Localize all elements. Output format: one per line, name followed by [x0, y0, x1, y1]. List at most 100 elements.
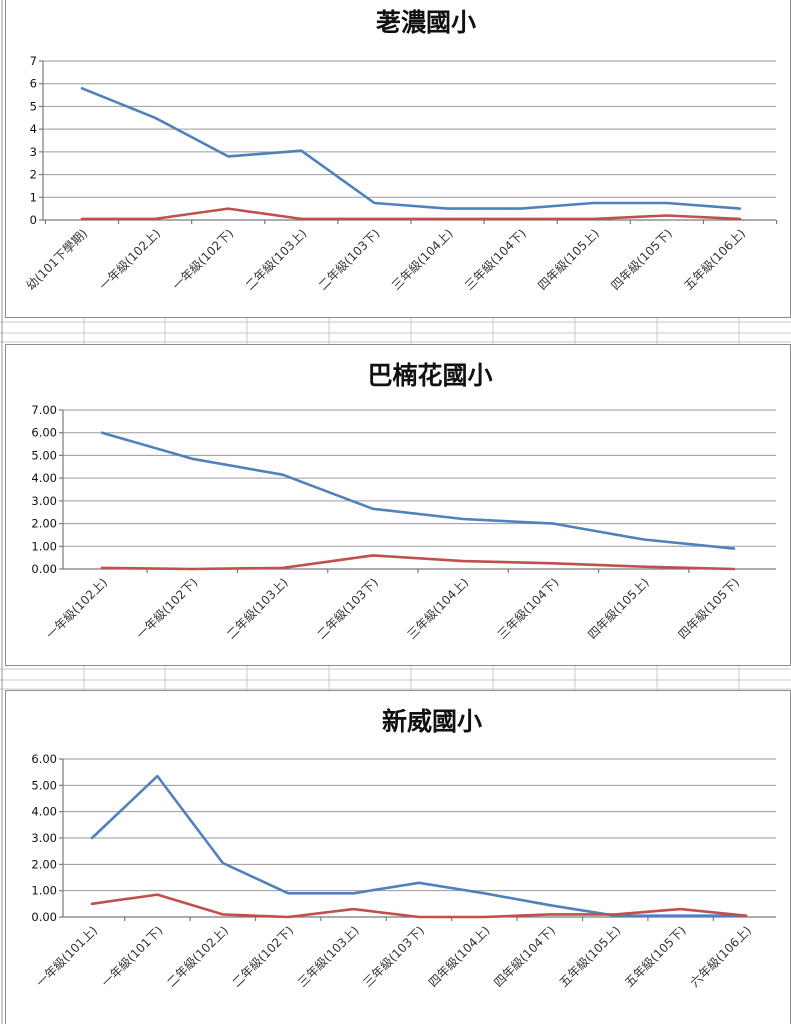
data-point [287, 916, 290, 919]
data-point [739, 207, 742, 210]
data-point [91, 837, 94, 840]
series-line-1 [90, 774, 748, 917]
data-point [227, 155, 230, 158]
data-point [352, 908, 355, 911]
data-point [733, 547, 736, 550]
y-tick-label: 1.00 [31, 539, 57, 553]
y-tick-label: 1 [30, 190, 37, 204]
data-point [156, 893, 159, 896]
data-point [300, 149, 303, 152]
data-point [739, 218, 742, 221]
x-tick-label: 二年級(103上) [243, 226, 310, 293]
x-tick-label: 四年級(105上) [535, 226, 602, 293]
series-line-2 [80, 207, 742, 221]
y-tick-label: 3.00 [31, 494, 57, 508]
data-point [666, 214, 669, 217]
data-point [549, 913, 552, 916]
x-tick-label: 一年級(102上) [43, 575, 110, 642]
data-point [614, 913, 617, 916]
data-point [483, 916, 486, 919]
data-point [462, 560, 465, 563]
data-point [733, 568, 736, 571]
data-point [679, 908, 682, 911]
y-tick-label: 4.00 [31, 805, 57, 819]
y-tick-label: 7.00 [31, 403, 57, 417]
chart-title: 巴楠花國小 [367, 361, 492, 390]
data-point [101, 431, 104, 434]
data-point [281, 567, 284, 570]
data-point [281, 473, 284, 476]
chart-panel-xinwei: 新威國小 0.00 1.00 2.00 3.00 4.00 5.00 6.00 一年級(101上… [5, 690, 791, 1024]
y-tick-label: 2.00 [31, 517, 57, 531]
x-tick-label: 二年級(103上) [224, 575, 291, 642]
data-point [287, 892, 290, 895]
y-tick-label: 4.00 [31, 471, 57, 485]
x-tick-label: 二年級(102上) [164, 923, 231, 990]
chart-bananhua: 巴楠花國小 0.00 1.00 2.00 3.00 4.00 5.00 6.00 7.00 一年級… [31, 361, 776, 642]
x-tick-label: 五年級(105下) [622, 923, 689, 990]
data-point [156, 775, 159, 778]
data-point [462, 518, 465, 521]
x-tick-label: 四年級(105下) [608, 226, 675, 293]
data-point [666, 202, 669, 205]
data-point [372, 554, 375, 557]
y-tick-label: 3.00 [31, 831, 57, 845]
x-tick-label: 四年級(105上) [585, 575, 652, 642]
data-point [154, 218, 157, 221]
data-point [745, 914, 748, 917]
x-tick-label: 五年級(105上) [557, 923, 624, 990]
x-tick-label: 一年級(101上) [33, 923, 100, 990]
x-tick-label: 二年級(102下) [230, 923, 297, 990]
data-point [227, 207, 230, 210]
data-point [446, 207, 449, 210]
data-point [373, 202, 376, 205]
chart-panel-laonong: 荖濃國小 0 1 2 3 4 5 6 7 幼(101下學期) 一年級(102上) 一年級(102下) 二… [5, 0, 791, 318]
x-tick-label: 一年級(101下) [99, 923, 166, 990]
data-point [191, 458, 194, 461]
data-point [642, 565, 645, 568]
x-tick-label: 三年級(103上) [295, 923, 362, 990]
x-tick-label: 二年級(103下) [316, 226, 383, 293]
y-tick-label: 4 [30, 122, 37, 136]
y-tick-label: 5 [30, 99, 37, 113]
x-tick-label: 一年級(102下) [170, 226, 237, 293]
data-point [101, 567, 104, 570]
data-point [373, 218, 376, 221]
data-point [154, 116, 157, 119]
y-tick-label: 6.00 [31, 752, 57, 766]
data-point [91, 903, 94, 906]
chart-title: 新威國小 [382, 707, 482, 736]
data-point [222, 862, 225, 865]
x-tick-label: 六年級(106上) [687, 923, 754, 990]
x-tick-label: 一年級(102下) [134, 575, 201, 642]
data-point [372, 508, 375, 511]
x-tick-label: 二年級(103下) [314, 575, 381, 642]
data-point [191, 568, 194, 571]
x-tick-label: 四年級(105下) [675, 575, 742, 642]
data-point [222, 913, 225, 916]
chart-title: 荖濃國小 [375, 8, 476, 37]
y-tick-label: 0.00 [31, 562, 57, 576]
y-tick-label: 5.00 [31, 448, 57, 462]
chart-xinwei: 新威國小 0.00 1.00 2.00 3.00 4.00 5.00 6.00 一年級(101上… [31, 707, 776, 990]
data-point [519, 207, 522, 210]
y-tick-label: 1.00 [31, 884, 57, 898]
x-tick-label: 三年級(104上) [389, 226, 456, 293]
data-point [592, 202, 595, 205]
x-tick-label: 三年級(104下) [462, 226, 529, 293]
series-line-2 [100, 554, 736, 571]
x-tick-label: 幼(101下學期) [23, 226, 90, 293]
x-tick-label: 一年級(102上) [97, 226, 164, 293]
data-point [418, 881, 421, 884]
data-point [81, 218, 84, 221]
data-point [81, 87, 84, 90]
data-point [642, 538, 645, 541]
data-point [679, 914, 682, 917]
x-tick-label: 三年級(104下) [495, 575, 562, 642]
y-tick-label: 5.00 [31, 778, 57, 792]
chart-panel-bananhua: 巴楠花國小 0.00 1.00 2.00 3.00 4.00 5.00 6.00 7.00 一年級… [5, 344, 791, 666]
series-line-1 [100, 431, 736, 550]
y-tick-label: 2.00 [31, 857, 57, 871]
data-point [446, 218, 449, 221]
